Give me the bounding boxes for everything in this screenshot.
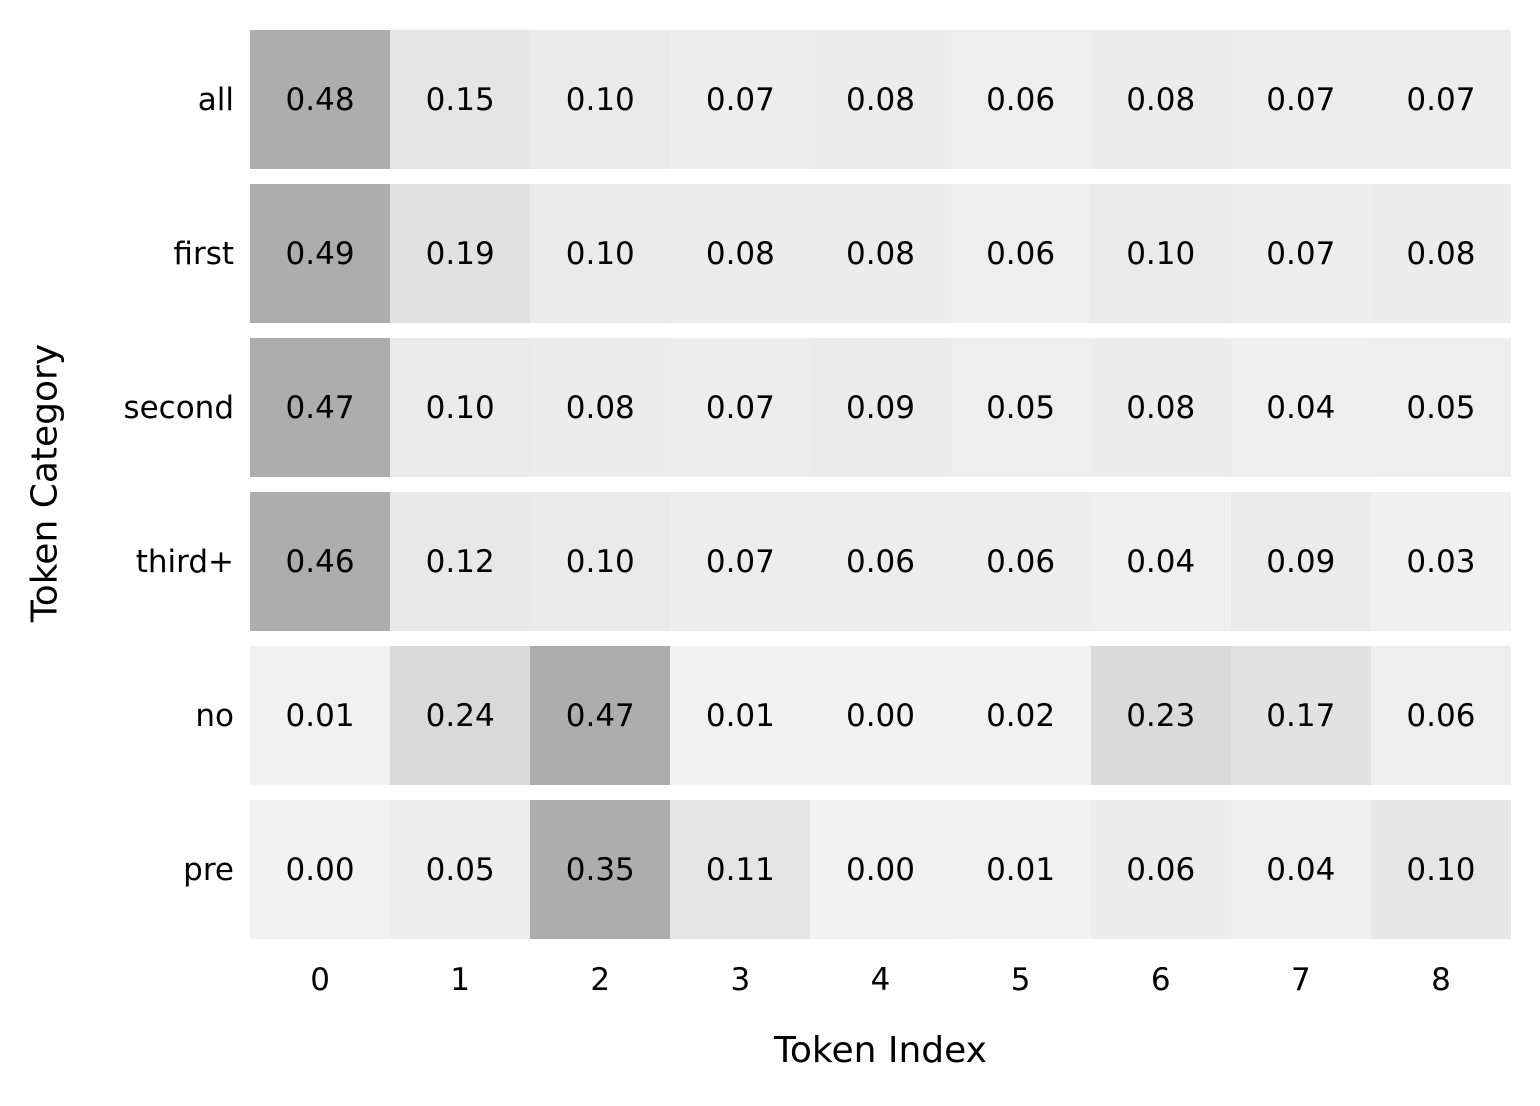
heatmap-cell: 0.48 xyxy=(250,30,391,169)
heatmap-row: pre 0.00 0.05 0.35 0.11 0.00 0.01 0.06 0.04 0.10 xyxy=(183,800,1511,939)
x-tick-label: 2 xyxy=(590,962,611,998)
heatmap-cell: 0.00 xyxy=(250,800,391,939)
heatmap-cell: 0.04 xyxy=(1230,800,1371,939)
heatmap-cell: 0.10 xyxy=(530,30,671,169)
heatmap-cell: 0.07 xyxy=(670,30,811,169)
heatmap-row: third+ 0.46 0.12 0.10 0.07 0.06 0.06 0.04 0.09 0.… xyxy=(136,492,1511,631)
heatmap-cell: 0.15 xyxy=(390,30,531,169)
heatmap-row: all 0.48 0.15 0.10 0.07 0.08 0.06 0.08 0.07 0.07 xyxy=(198,30,1511,169)
x-tick-label: 7 xyxy=(1290,962,1311,998)
y-tick-label: all xyxy=(197,81,234,118)
heatmap-cell: 0.19 xyxy=(390,184,531,323)
heatmap-cell: 0.02 xyxy=(950,646,1091,785)
heatmap-cell: 0.06 xyxy=(1370,646,1511,785)
heatmap-cell: 0.01 xyxy=(250,646,391,785)
heatmap-cell: 0.01 xyxy=(670,646,811,785)
heatmap-cell: 0.10 xyxy=(390,338,531,477)
heatmap-cell: 0.04 xyxy=(1090,492,1231,631)
heatmap-row: first 0.49 0.19 0.10 0.08 0.08 0.06 0.10 0.07 0.0… xyxy=(173,184,1511,323)
heatmap-cell: 0.24 xyxy=(390,646,531,785)
heatmap-cell: 0.06 xyxy=(810,492,951,631)
heatmap-cell: 0.08 xyxy=(670,184,811,323)
heatmap-cell: 0.07 xyxy=(670,338,811,477)
x-tick-label: 8 xyxy=(1431,962,1451,998)
heatmap-cell: 0.08 xyxy=(1090,338,1231,477)
heatmap-cell: 0.10 xyxy=(1370,800,1511,939)
y-tick-label: third+ xyxy=(135,543,234,580)
heatmap-cell: 0.08 xyxy=(810,184,951,323)
heatmap-cell: 0.10 xyxy=(530,492,671,631)
heatmap-cell: 0.17 xyxy=(1230,646,1371,785)
heatmap-cell: 0.49 xyxy=(250,184,391,323)
y-tick-label: pre xyxy=(183,851,234,888)
heatmap-cell: 0.05 xyxy=(1370,338,1511,477)
heatmap-cell: 0.10 xyxy=(1090,184,1231,323)
heatmap-cell: 0.05 xyxy=(950,338,1091,477)
heatmap-cell: 0.35 xyxy=(530,800,671,939)
heatmap-cell: 0.07 xyxy=(1370,30,1511,169)
x-tick-label: 6 xyxy=(1150,962,1171,998)
heatmap-cell: 0.11 xyxy=(670,800,811,939)
y-tick-label: second xyxy=(123,389,234,426)
heatmap-cell: 0.08 xyxy=(810,30,951,169)
heatmap-cell: 0.01 xyxy=(950,800,1091,939)
heatmap-cell: 0.47 xyxy=(530,646,671,785)
heatmap-cell: 0.06 xyxy=(1090,800,1231,939)
y-tick-label: first xyxy=(173,235,234,272)
heatmap-cell: 0.09 xyxy=(1230,492,1371,631)
heatmap-cell: 0.07 xyxy=(1230,30,1371,169)
x-tick-label: 0 xyxy=(310,962,330,998)
heatmap-cell: 0.06 xyxy=(950,184,1091,323)
x-axis-ticks: 0 1 2 3 4 5 6 7 8 xyxy=(250,962,1511,998)
heatmap-cell: 0.08 xyxy=(1370,184,1511,323)
y-tick-label: no xyxy=(195,697,234,734)
heatmap-cell: 0.05 xyxy=(390,800,531,939)
heatmap-cell: 0.08 xyxy=(1090,30,1231,169)
heatmap-cell: 0.07 xyxy=(670,492,811,631)
heatmap-row: no 0.01 0.24 0.47 0.01 0.00 0.02 0.23 0.17 0.06 xyxy=(195,646,1511,785)
heatmap-cell: 0.00 xyxy=(810,800,951,939)
heatmap-cell: 0.07 xyxy=(1230,184,1371,323)
heatmap-row: second 0.47 0.10 0.08 0.07 0.09 0.05 0.08 0.04 0.… xyxy=(123,338,1511,477)
x-tick-label: 3 xyxy=(730,962,751,998)
heatmap-cell: 0.09 xyxy=(810,338,951,477)
heatmap-grid: all 0.48 0.15 0.10 0.07 0.08 0.06 0.08 0.07 0.07 f… xyxy=(123,30,1511,939)
x-tick-label: 5 xyxy=(1010,962,1031,998)
heatmap-cell: 0.46 xyxy=(250,492,391,631)
heatmap-cell: 0.12 xyxy=(390,492,531,631)
heatmap-cell: 0.06 xyxy=(950,30,1091,169)
heatmap-cell: 0.23 xyxy=(1090,646,1231,785)
x-tick-label: 4 xyxy=(870,962,891,998)
heatmap-cell: 0.10 xyxy=(530,184,671,323)
heatmap-cell: 0.00 xyxy=(810,646,951,785)
heatmap-cell: 0.47 xyxy=(250,338,391,477)
heatmap-cell: 0.04 xyxy=(1230,338,1371,477)
x-tick-label: 1 xyxy=(450,962,471,998)
heatmap-cell: 0.08 xyxy=(530,338,671,477)
heatmap-cell: 0.03 xyxy=(1370,492,1511,631)
y-axis-label: Token Category xyxy=(24,343,66,623)
x-axis-label: Token Index xyxy=(774,1030,987,1071)
heatmap-cell: 0.06 xyxy=(950,492,1091,631)
